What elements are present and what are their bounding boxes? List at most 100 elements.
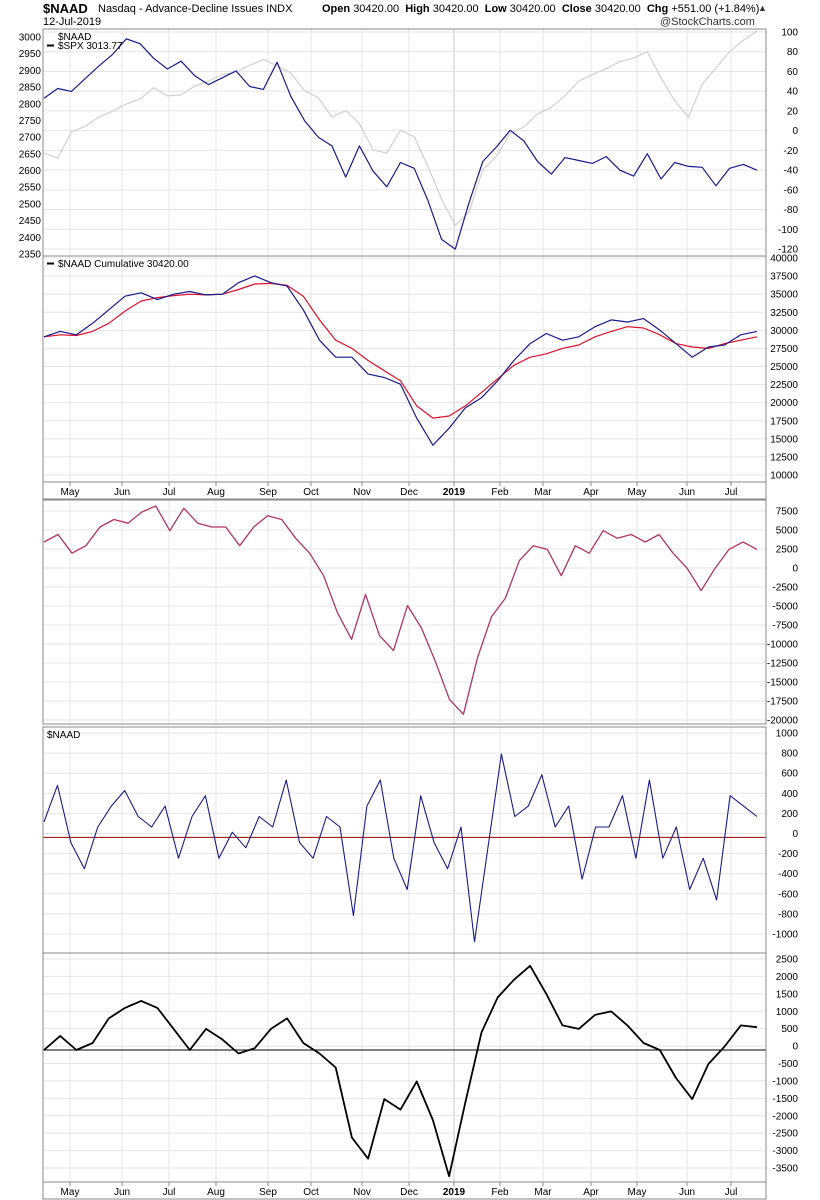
cumulative-axis-tick-label: 30000 (770, 326, 798, 337)
panel-frame (42, 28, 767, 257)
x-axis-tick-label: 2019 (443, 1187, 466, 1198)
x-axis-band (42, 1181, 767, 1200)
osc1-axis-tick-label: 0 (792, 564, 798, 575)
naad-daily-line (43, 753, 758, 943)
osc1-axis-tick-label: -5000 (772, 602, 798, 613)
low-label: Low (484, 3, 507, 15)
osc1-line (43, 505, 758, 715)
x-axis-tick-label: Jul (725, 1187, 738, 1198)
naad-legend: $NAAD (47, 730, 80, 741)
naad-axis-tick-label: -600 (778, 889, 798, 900)
cumulative-line (43, 275, 758, 446)
osc2-axis-tick-label: -1500 (772, 1094, 798, 1105)
x-axis-tick-label: Jul (163, 1187, 176, 1198)
price-right-axis-tick-label: -120 (778, 245, 798, 256)
price-right-axis-tick-label: -80 (784, 205, 799, 216)
x-axis-tick-label: 2019 (443, 487, 466, 498)
osc1-axis-tick-label: -7500 (772, 621, 798, 632)
x-axis-tick-label: Nov (353, 1187, 371, 1198)
cumulative-axis-tick-label: 25000 (770, 362, 798, 373)
price-right-axis-tick-label: 0 (792, 126, 798, 137)
price-right-axis-tick-label: 100 (781, 28, 798, 39)
price-left-axis-tick-label: 2800 (19, 99, 42, 110)
osc1-axis-tick-label: 5000 (776, 526, 799, 537)
x-axis-tick-label: Jun (114, 487, 130, 498)
naad-axis-tick-label: 800 (781, 749, 798, 760)
x-axis-tick-label: Jun (114, 1187, 130, 1198)
naad-line (43, 38, 758, 250)
cumulative-legend: $NAAD Cumulative 30420.00 (58, 259, 189, 270)
naad-axis-tick-label: -1000 (772, 930, 798, 941)
open-label: Open (322, 3, 351, 15)
price-left-axis-tick-label: 3000 (19, 33, 42, 44)
osc1-axis-tick-label: -15000 (767, 678, 799, 689)
stockcharts-credit: @StockCharts.com (660, 16, 755, 28)
price-right-axis-tick-label: -100 (778, 225, 798, 236)
x-axis-tick-label: Oct (303, 487, 319, 498)
x-axis-tick-label: Sep (259, 1187, 277, 1198)
price-right-axis-tick-label: -60 (784, 185, 799, 196)
panel-frame (42, 255, 767, 483)
naad-axis-tick-label: 600 (781, 769, 798, 780)
x-axis-tick-label: Aug (207, 1187, 225, 1198)
chart-title: Nasdaq - Advance-Decline Issues INDX (98, 3, 293, 15)
cumulative-axis-tick-label: 37500 (770, 272, 798, 283)
cumulative-axis-tick-label: 27500 (770, 344, 798, 355)
cumulative-axis-tick-label: 35000 (770, 290, 798, 301)
price-left-axis-tick-label: 2450 (19, 216, 42, 227)
x-axis-tick-label: Dec (400, 1187, 418, 1198)
osc1-axis-tick-label: -2500 (772, 583, 798, 594)
x-axis-tick-label: May (628, 1187, 647, 1198)
cumulative-axis-tick-label: 20000 (770, 398, 798, 409)
cumulative-axis-tick-label: 12500 (770, 452, 798, 463)
spx-line (43, 30, 758, 226)
cumulative-axis-tick-label: 32500 (770, 308, 798, 319)
x-axis-tick-label: May (61, 487, 80, 498)
chart-header: $NAAD Nasdaq - Advance-Decline Issues IN… (0, 0, 820, 30)
cumulative-axis-tick-label: 22500 (770, 380, 798, 391)
osc1-axis-tick-label: -12500 (767, 659, 799, 670)
high-value: 30420.00 (432, 3, 479, 15)
osc2-axis-tick-label: 1000 (776, 1007, 799, 1018)
x-axis-tick-label: Jun (679, 487, 695, 498)
price-right-axis-tick-label: -20 (784, 146, 799, 157)
osc2-axis-tick-label: 2000 (776, 972, 799, 983)
open-value: 30420.00 (353, 3, 400, 15)
price-left-axis-tick-label: 2750 (19, 116, 42, 127)
osc2-axis-tick-label: -3500 (772, 1164, 798, 1175)
price-left-axis-tick-label: 2350 (19, 250, 42, 261)
price-left-axis-tick-label: 2650 (19, 149, 42, 160)
naad-axis-tick-label: -800 (778, 909, 798, 920)
x-axis-tick-label: May (61, 1187, 80, 1198)
x-axis-tick-label: Mar (534, 1187, 552, 1198)
cumulative-ma-line (43, 282, 758, 419)
osc2-axis-tick-label: 1500 (776, 989, 799, 1000)
x-axis-tick-label: Oct (303, 1187, 319, 1198)
panel-frame (42, 726, 767, 954)
price-left-axis-tick-label: 2950 (19, 49, 42, 60)
chg-label: Chg (646, 3, 669, 15)
naad-axis-tick-label: 200 (781, 809, 798, 820)
price-left-axis-tick-label: 2550 (19, 183, 42, 194)
price-right-axis-tick-label: 80 (787, 47, 799, 58)
osc2-axis-tick-label: 2500 (776, 955, 799, 966)
price-right-axis-tick-label: -40 (784, 166, 799, 177)
triangle-up-icon: ▲ (758, 3, 767, 13)
osc2-axis-tick-label: 0 (792, 1042, 798, 1053)
price-left-axis-tick-label: 2700 (19, 133, 42, 144)
x-axis-tick-label: Feb (491, 1187, 509, 1198)
price-right-axis-tick-label: 40 (787, 87, 799, 98)
x-axis-tick-label: Apr (583, 1187, 599, 1198)
price-left-axis-tick-label: 2600 (19, 166, 42, 177)
x-axis-tick-label: Jul (725, 487, 738, 498)
x-axis-tick-label: Mar (534, 487, 552, 498)
osc2-axis-tick-label: -1000 (772, 1076, 798, 1087)
naad-axis-tick-label: 0 (792, 829, 798, 840)
price-legend-naad: $NAAD (58, 32, 91, 43)
osc1-axis-tick-label: -20000 (767, 716, 799, 727)
chg-value: +551.00 (+1.84%) (671, 3, 760, 15)
price-left-axis-tick-label: 2400 (19, 233, 42, 244)
x-axis-band (42, 481, 767, 500)
osc2-line (43, 964, 758, 1178)
